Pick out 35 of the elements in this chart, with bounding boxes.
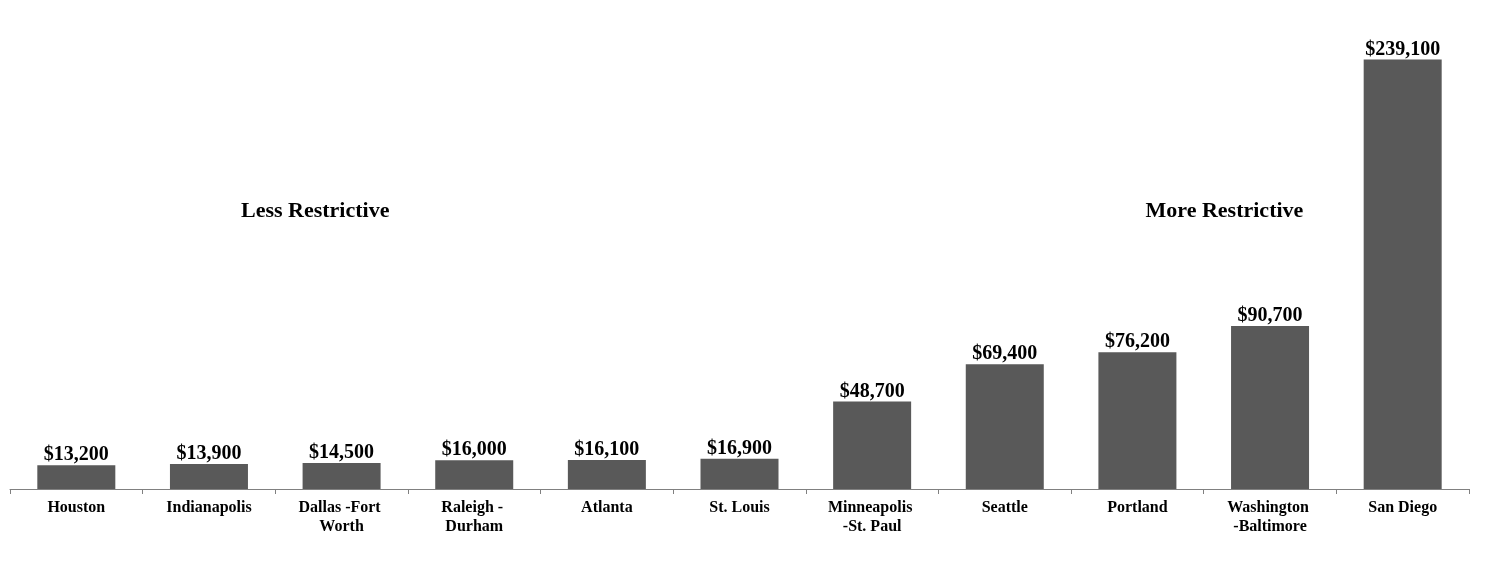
data-label: $76,200 <box>1104 329 1170 352</box>
x-tick-label: Atlanta <box>581 498 633 515</box>
data-label: $16,000 <box>441 437 507 460</box>
bar <box>169 464 248 489</box>
x-tick-label: Indianapolis <box>166 498 252 516</box>
x-tick-label: San Diego <box>1368 498 1438 516</box>
data-label: $13,900 <box>176 441 242 464</box>
data-label: $14,500 <box>309 439 375 462</box>
bar <box>435 460 514 489</box>
x-tick-label: Seattle <box>981 498 1028 515</box>
annotation: Less Restrictive <box>240 196 390 222</box>
annotation: More Restrictive <box>1145 196 1304 222</box>
bar <box>37 465 116 489</box>
x-tick-label: Washington -Baltimore <box>1227 498 1313 534</box>
data-label: $13,200 <box>43 442 109 465</box>
data-label: $90,700 <box>1237 303 1303 326</box>
data-label: $48,700 <box>839 378 905 401</box>
x-tick-label: Minneapolis -St. Paul <box>827 498 917 534</box>
bar <box>1363 59 1442 489</box>
data-label: $16,900 <box>707 435 772 458</box>
bar <box>1231 326 1310 489</box>
bar <box>700 458 779 489</box>
data-label: $69,400 <box>972 341 1038 364</box>
x-tick-label: Dallas -Fort Worth <box>298 498 385 534</box>
bar <box>1098 352 1177 489</box>
x-tick-label: Raleigh - Durham <box>441 498 508 534</box>
bar <box>302 462 381 489</box>
data-label: $16,100 <box>574 437 640 460</box>
x-tick-label: St. Louis <box>709 498 770 515</box>
bar <box>833 401 912 489</box>
x-tick-label: Portland <box>1107 498 1168 515</box>
bar <box>965 364 1044 489</box>
data-label: $239,100 <box>1365 36 1441 59</box>
x-tick-label: Houston <box>47 498 106 515</box>
bar <box>567 460 646 489</box>
